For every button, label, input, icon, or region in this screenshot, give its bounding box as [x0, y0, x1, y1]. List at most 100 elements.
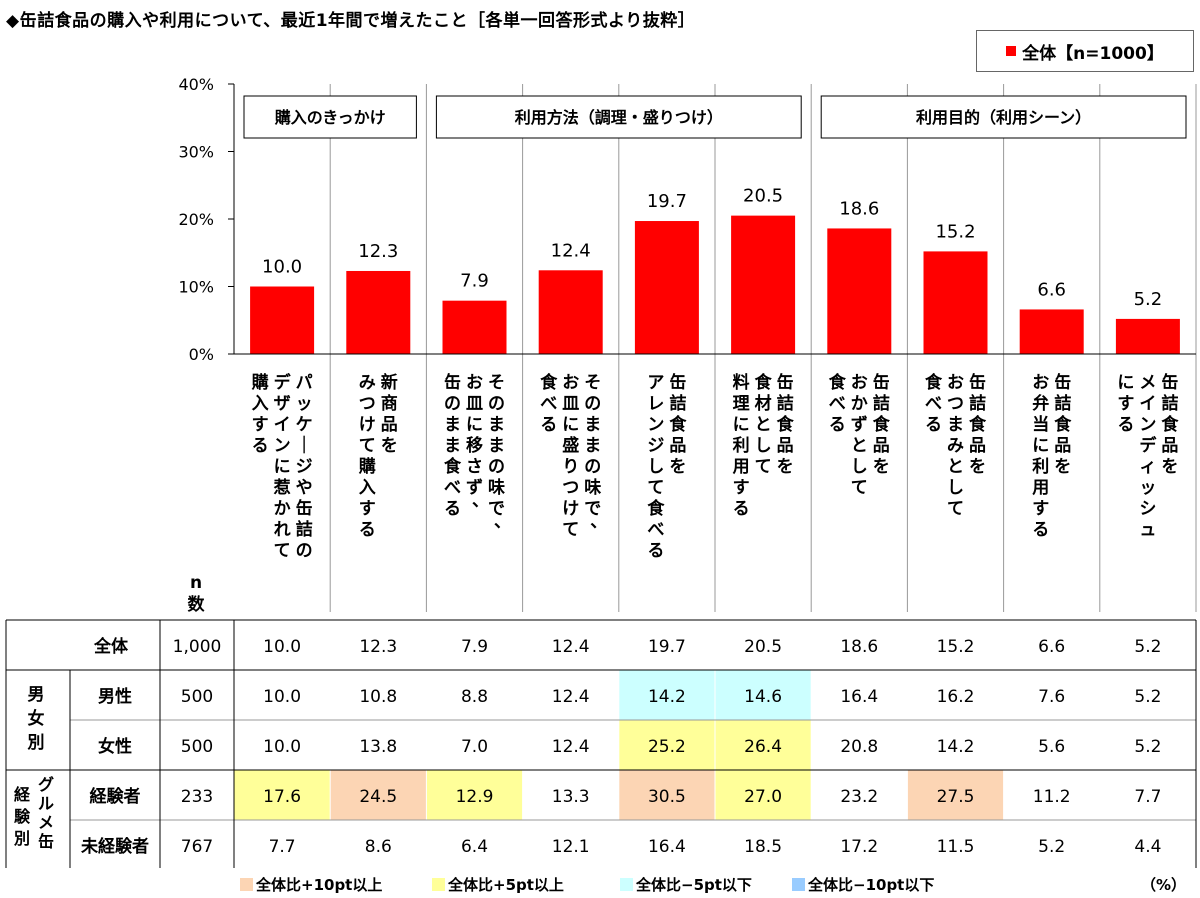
table-cell: 5.2	[1134, 687, 1161, 707]
bar	[634, 221, 699, 354]
highlight-swatch	[620, 878, 633, 891]
highlight-cell	[619, 770, 715, 820]
bar-value-label: 20.5	[743, 186, 783, 207]
n-cell: 233	[181, 787, 213, 807]
highlight-swatch	[240, 878, 253, 891]
table-cell: 12.4	[552, 637, 590, 657]
category-label: 缶詰食品をメインディッシュにする	[1117, 372, 1179, 540]
bar	[923, 251, 988, 354]
table-cell: 14.2	[648, 687, 686, 707]
bar	[731, 215, 796, 354]
table-cell: 20.5	[744, 637, 782, 657]
highlight-swatch	[432, 878, 445, 891]
highlight-legend-label: 全体比−10pt以下	[808, 876, 935, 894]
table-cell: 17.6	[263, 787, 301, 807]
table-cell: 23.2	[840, 787, 878, 807]
highlight-cell	[907, 770, 1004, 820]
bar-value-label: 18.6	[839, 198, 879, 219]
y-tick-label: 40%	[178, 75, 214, 94]
highlight-legend-label: 全体比−5pt以下	[636, 876, 752, 894]
bar-value-label: 12.4	[551, 240, 591, 261]
bar-value-label: 12.3	[358, 241, 398, 262]
group-label: 利用目的（利用シーン）	[916, 108, 1091, 127]
y-tick-label: 0%	[189, 345, 214, 364]
table-cell: 12.4	[552, 737, 590, 757]
bar-value-label: 7.9	[460, 271, 489, 292]
bar	[827, 228, 892, 354]
highlight-legend-label: 全体比+5pt以上	[448, 876, 564, 894]
highlight-cell	[715, 720, 811, 770]
table-cell: 6.4	[461, 837, 488, 857]
table-cell: 8.8	[461, 687, 488, 707]
highlight-cell	[715, 670, 811, 720]
group-label: 購入のきっかけ	[274, 108, 386, 127]
y-tick-label: 30%	[178, 143, 214, 162]
bar	[1115, 318, 1180, 354]
table-cell: 15.2	[937, 637, 975, 657]
row-group-label: 経験別	[14, 785, 31, 848]
highlight-legend-label: 全体比+10pt以上	[256, 876, 383, 894]
category-label: そのままの味で、お皿に盛りつけて食べる	[540, 372, 607, 540]
bar	[346, 270, 411, 354]
n-cell: 500	[181, 737, 213, 757]
table-cell: 25.2	[648, 737, 686, 757]
table-cell: 5.2	[1134, 737, 1161, 757]
table-cell: 13.8	[359, 737, 397, 757]
table-cell: 12.3	[359, 637, 397, 657]
n-cell: 500	[181, 687, 213, 707]
bar-value-label: 19.7	[647, 191, 687, 212]
chart-title: ◆缶詰食品の購入や利用について、最近1年間で増えたこと［各単一回答形式より抜粋］	[6, 11, 696, 31]
table-cell: 14.6	[744, 687, 782, 707]
legend-swatch	[1006, 46, 1017, 56]
legend: 全体【n=1000】	[976, 30, 1194, 72]
table-cell: 24.5	[359, 787, 397, 807]
row-label: 経験者	[90, 786, 141, 807]
table-cell: 26.4	[744, 737, 782, 757]
table-cell: 12.9	[456, 787, 494, 807]
table-cell: 8.6	[365, 837, 392, 857]
unit-label: （%）	[1140, 876, 1186, 894]
legend-label: 全体【n=1000】	[1022, 43, 1164, 64]
table-cell: 5.6	[1038, 737, 1065, 757]
table-cell: 4.4	[1134, 837, 1161, 857]
category-label: 缶詰食品をアレンジして食べる	[647, 372, 687, 561]
category-label: 缶詰食品をおつまみとして食べる	[925, 372, 987, 519]
table-cell: 6.6	[1038, 637, 1065, 657]
table-cell: 7.6	[1038, 687, 1065, 707]
group-label: 利用方法（調理・盛りつけ）	[515, 108, 723, 127]
group-box	[435, 95, 802, 139]
row-label: 全体	[93, 636, 129, 657]
table-cell: 18.5	[744, 837, 782, 857]
highlight-legend-item: 全体比−5pt以下	[620, 874, 752, 895]
highlight-legend-item: 全体比−10pt以下	[792, 874, 934, 895]
n-header: 数	[188, 594, 206, 615]
table-cell: 27.0	[744, 787, 782, 807]
table-cell: 18.6	[840, 637, 878, 657]
table-cell: 12.1	[552, 837, 590, 857]
highlight-cell	[619, 720, 715, 770]
bar-value-label: 10.0	[262, 257, 302, 278]
table-cell: 5.2	[1038, 837, 1065, 857]
table-cell: 10.0	[263, 687, 301, 707]
table-cell: 10.8	[359, 687, 397, 707]
row-group-sublabel: グルメ缶	[38, 775, 54, 851]
highlight-legend: （%） 全体比+10pt以上 全体比+5pt以上 全体比−5pt以下 全体比−10pt…	[0, 868, 1200, 898]
table-cell: 7.0	[461, 737, 488, 757]
table-cell: 27.5	[937, 787, 975, 807]
category-label: パッケ｜ジや缶詰のデザインに惹かれて購入する	[252, 372, 313, 561]
highlight-cell	[619, 670, 715, 720]
table-cell: 12.4	[552, 687, 590, 707]
chart-area: 0% 10% 20% 30% 40% 購入のきっかけ 利用方法（調理・盛りつけ） 利用目的（利…	[5, 75, 1197, 868]
category-label: 缶詰食品を食材として料理に利用する	[733, 372, 795, 519]
table-cell: 10.0	[263, 737, 301, 757]
table-cell: 20.8	[840, 737, 878, 757]
table-cell: 13.3	[552, 787, 590, 807]
n-header: n	[190, 573, 202, 593]
table-cell: 7.7	[1134, 787, 1161, 807]
table-cell: 17.2	[840, 837, 878, 857]
highlight-cell	[715, 770, 811, 820]
bar-value-label: 5.2	[1134, 289, 1163, 310]
highlight-swatch	[792, 878, 805, 891]
table-cell: 16.4	[648, 837, 686, 857]
category-label: そのままの味で、お皿に移さず、缶のまま食べる	[444, 372, 511, 532]
